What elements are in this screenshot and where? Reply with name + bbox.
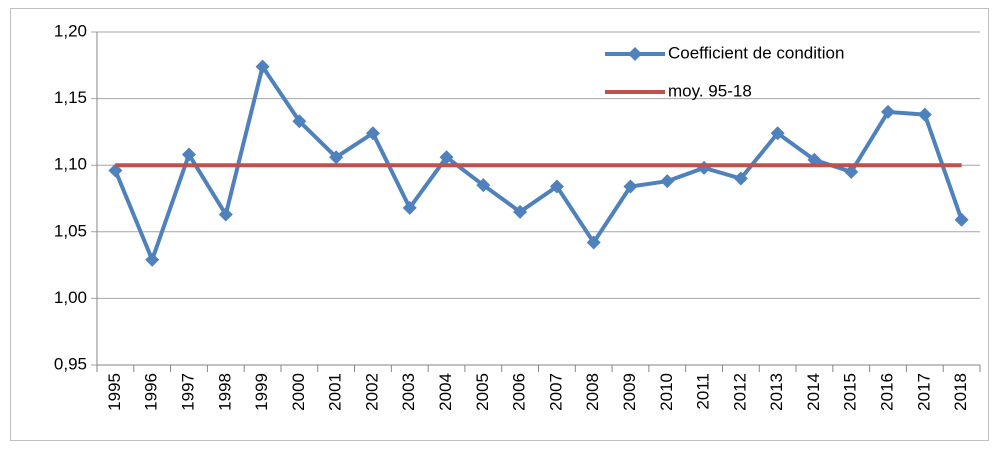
x-tick-label: 2008	[583, 373, 602, 411]
x-tick-label: 2013	[767, 373, 786, 411]
marker	[439, 150, 454, 165]
x-tick-label: 2006	[510, 373, 529, 411]
x-tick-label: 1999	[252, 373, 271, 411]
marker	[844, 164, 859, 179]
legend-label: moy. 95-18	[668, 81, 752, 100]
legend-marker	[628, 47, 642, 61]
marker	[881, 104, 896, 119]
marker	[365, 126, 380, 141]
x-tick-label: 2010	[657, 373, 676, 411]
x-tick-label: 1997	[178, 373, 197, 411]
x-tick-label: 1995	[105, 373, 124, 411]
x-tick-label: 2000	[289, 373, 308, 411]
x-tick-label: 2002	[362, 373, 381, 411]
y-tick-label: 1,05	[54, 221, 87, 240]
x-tick-label: 2004	[436, 373, 455, 411]
marker	[329, 150, 344, 165]
x-tick-label: 2016	[878, 373, 897, 411]
marker	[476, 178, 491, 193]
chart-border	[10, 8, 989, 441]
marker	[218, 207, 233, 222]
marker	[513, 204, 528, 219]
y-tick-label: 1,20	[54, 21, 87, 40]
x-tick-label: 2003	[399, 373, 418, 411]
y-tick-label: 1,00	[54, 288, 87, 307]
x-tick-label: 2011	[694, 373, 713, 410]
y-tick-label: 1,10	[54, 155, 87, 174]
marker	[623, 179, 638, 194]
marker	[954, 212, 969, 227]
x-tick-label: 2015	[841, 373, 860, 411]
marker	[181, 147, 196, 162]
marker	[255, 59, 270, 74]
series-line	[113, 64, 964, 262]
marker	[770, 126, 785, 141]
x-tick-label: 2012	[730, 373, 749, 411]
marker	[402, 200, 417, 215]
marker	[586, 235, 601, 250]
x-tick-label: 2001	[326, 373, 345, 411]
y-tick-label: 1,15	[54, 88, 87, 107]
marker	[549, 179, 564, 194]
y-tick-label: 0,95	[54, 354, 87, 373]
x-tick-label: 2018	[951, 373, 970, 411]
x-tick-label: 1996	[142, 373, 161, 411]
x-tick-label: 2014	[804, 373, 823, 411]
marker	[145, 252, 160, 267]
legend-label: Coefficient de condition	[668, 43, 844, 62]
marker	[292, 114, 307, 129]
marker	[733, 171, 748, 186]
marker	[660, 174, 675, 189]
x-tick-label: 2009	[620, 373, 639, 411]
x-tick-label: 2005	[473, 373, 492, 411]
x-tick-label: 2007	[546, 373, 565, 411]
x-tick-label: 2017	[914, 373, 933, 411]
marker	[917, 107, 932, 122]
x-tick-label: 1998	[215, 373, 234, 411]
